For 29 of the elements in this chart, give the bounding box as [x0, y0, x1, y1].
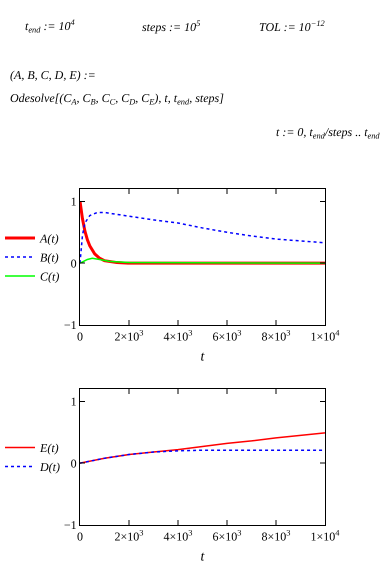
x-tick-label: 8×10$^{3}$ [262, 528, 290, 544]
x-tick-label: 2×10$^{3}$ [114, 528, 144, 544]
x-axis-title: t [200, 550, 206, 565]
legend-label: C(t) [40, 270, 60, 284]
y-tick-label: 0 [70, 456, 77, 470]
legend-label: A(t) [39, 232, 59, 246]
text: (A, B, C, D, E) := [10, 68, 96, 82]
y-tick-label: 1 [70, 394, 77, 409]
legend-label: D(t) [39, 460, 60, 474]
legend-label: E(t) [39, 441, 59, 456]
x-tick-label: 6×10$^{3}$ [212, 528, 242, 544]
x-tick-label: 2×10$^{3}$ [114, 328, 144, 344]
x-tick-label: 4×10$^{3}$ [164, 528, 192, 544]
y-tick-label: 1 [70, 194, 77, 209]
text: TOL := 10$^{−12}$ [259, 19, 325, 34]
x-tick-label: 4×10$^{3}$ [164, 328, 192, 344]
legend-label: B(t) [40, 250, 59, 265]
text: steps := 10$^{5}$ [142, 19, 200, 34]
text: t := 0, t$_{end}$/steps .. t$_{end}$ [276, 125, 380, 141]
y-tick-label: −1 [64, 518, 77, 532]
x-tick-label: 8×10$^{3}$ [262, 328, 290, 344]
x-tick-label: 1×10$^{4}$ [310, 528, 340, 544]
x-axis-title: t [200, 350, 206, 365]
y-tick-label: −1 [64, 318, 77, 332]
text: Odesolve[(C$_{A}$, C$_{B}$, C$_{C}$, C$_{D}$, C$_{E}$), t, t$_{end}$, steps] [10, 91, 224, 107]
y-tick-label: 0 [70, 256, 77, 270]
x-tick-label: 1×10$^{4}$ [310, 328, 340, 344]
text: t$_{end}$ := 10$^{4}$ [25, 18, 75, 35]
x-tick-label: 6×10$^{3}$ [212, 328, 242, 344]
